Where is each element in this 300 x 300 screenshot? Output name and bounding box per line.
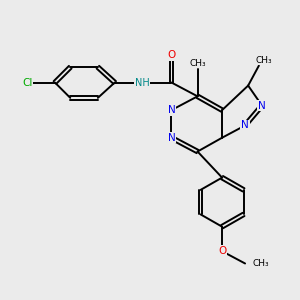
Text: N: N	[241, 121, 249, 130]
Text: Cl: Cl	[22, 77, 32, 88]
Text: CH₃: CH₃	[253, 259, 269, 268]
Text: O: O	[218, 246, 226, 256]
Text: N: N	[168, 105, 175, 115]
Text: N: N	[168, 133, 175, 143]
Text: CH₃: CH₃	[255, 56, 272, 64]
Text: O: O	[167, 50, 175, 60]
Text: N: N	[258, 100, 266, 110]
Text: NH: NH	[135, 77, 150, 88]
Text: CH₃: CH₃	[189, 59, 206, 68]
